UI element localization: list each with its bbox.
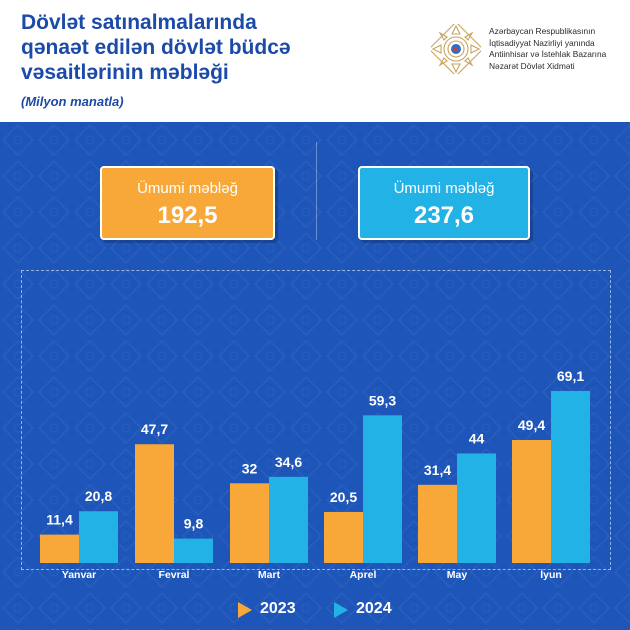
bar-2024-3 <box>269 476 308 563</box>
legend-label-2024: 2024 <box>356 600 392 617</box>
data-label-2023-3: 32 <box>242 460 258 476</box>
data-label-2023-4: 20,5 <box>330 489 357 505</box>
total-value-2024: 237,6 <box>413 202 475 229</box>
card-divider <box>316 142 317 240</box>
org-line-3: Antiinhisar və İstehlak Bazarına <box>489 49 607 59</box>
category-label-2: Fevral <box>159 569 190 581</box>
bar-2023-6 <box>512 439 551 563</box>
title-line-3: vəsaitlərinin məbləği <box>21 61 229 84</box>
data-label-2024-3: 34,6 <box>275 454 302 470</box>
legend-marker-2024-icon <box>334 602 348 618</box>
data-label-2023-6: 49,4 <box>518 417 545 433</box>
org-line-2: İqtisadiyyat Nazirliyi yanında <box>489 37 595 48</box>
data-label-2023-1: 11,4 <box>46 512 73 528</box>
data-label-2024-6: 69,1 <box>557 368 584 384</box>
category-label-3: Mart <box>258 569 281 581</box>
bar-2024-2 <box>174 538 213 563</box>
organization-name: Azərbaycan Respublikasının İqtisadiyyat … <box>489 26 629 72</box>
data-label-2023-5: 31,4 <box>424 462 451 478</box>
data-label-2024-4: 59,3 <box>369 392 396 408</box>
org-line-4: Nəzarət Dövlət Xidməti <box>489 60 575 71</box>
bar-2023-4 <box>324 511 363 563</box>
legend-marker-2023-icon <box>238 602 252 618</box>
total-card-2023: Ümumi məbləğ 192,5 <box>100 166 275 240</box>
chart-frame <box>21 270 611 570</box>
bar-2023-3 <box>230 483 269 563</box>
bar-2024-6 <box>551 390 590 563</box>
category-label-4: Aprel <box>350 569 377 581</box>
chart-panel: Ümumi məbləğ 192,5 Ümumi məbləğ 237,6 11… <box>0 122 630 630</box>
page-title: Dövlət satınalmalarında qənaət edilən dö… <box>21 10 401 85</box>
data-label-2024-2: 9,8 <box>184 516 204 532</box>
bar-chart: 11,4 20,8 Yanvar 47,7 9,8 Fevral 32 34,6 Mart 20,… <box>40 368 590 581</box>
total-label-2024: Ümumi məbləğ <box>393 180 495 197</box>
total-value-2023: 192,5 <box>157 202 218 229</box>
data-label-2024-1: 20,8 <box>85 488 112 504</box>
category-label-6: İyun <box>540 568 562 581</box>
data-label-2023-2: 47,7 <box>141 421 168 437</box>
bar-2024-1 <box>79 511 118 563</box>
total-label-2023: Ümumi məbləğ <box>137 180 238 197</box>
state-emblem-logo-icon <box>431 24 481 74</box>
category-label-1: Yanvar <box>62 569 96 581</box>
unit-subtitle: (Milyon manatla) <box>21 94 124 109</box>
data-label-2024-5: 44 <box>469 430 485 446</box>
title-line-1: Dövlət satınalmalarında <box>21 11 257 34</box>
bar-2023-1 <box>40 534 79 563</box>
header: Dövlət satınalmalarında qənaət edilən dö… <box>0 0 630 122</box>
org-line-1: Azərbaycan Respublikasının <box>489 26 596 36</box>
category-label-5: May <box>447 569 468 581</box>
bar-2023-5 <box>418 484 457 563</box>
title-line-2: qənaət edilən dövlət büdcə <box>21 36 291 59</box>
bar-2024-5 <box>457 453 496 563</box>
bar-2024-4 <box>363 415 402 563</box>
bar-2023-2 <box>135 444 174 563</box>
total-card-2024: Ümumi məbləğ 237,6 <box>358 166 530 240</box>
legend-label-2023: 2023 <box>260 600 296 617</box>
